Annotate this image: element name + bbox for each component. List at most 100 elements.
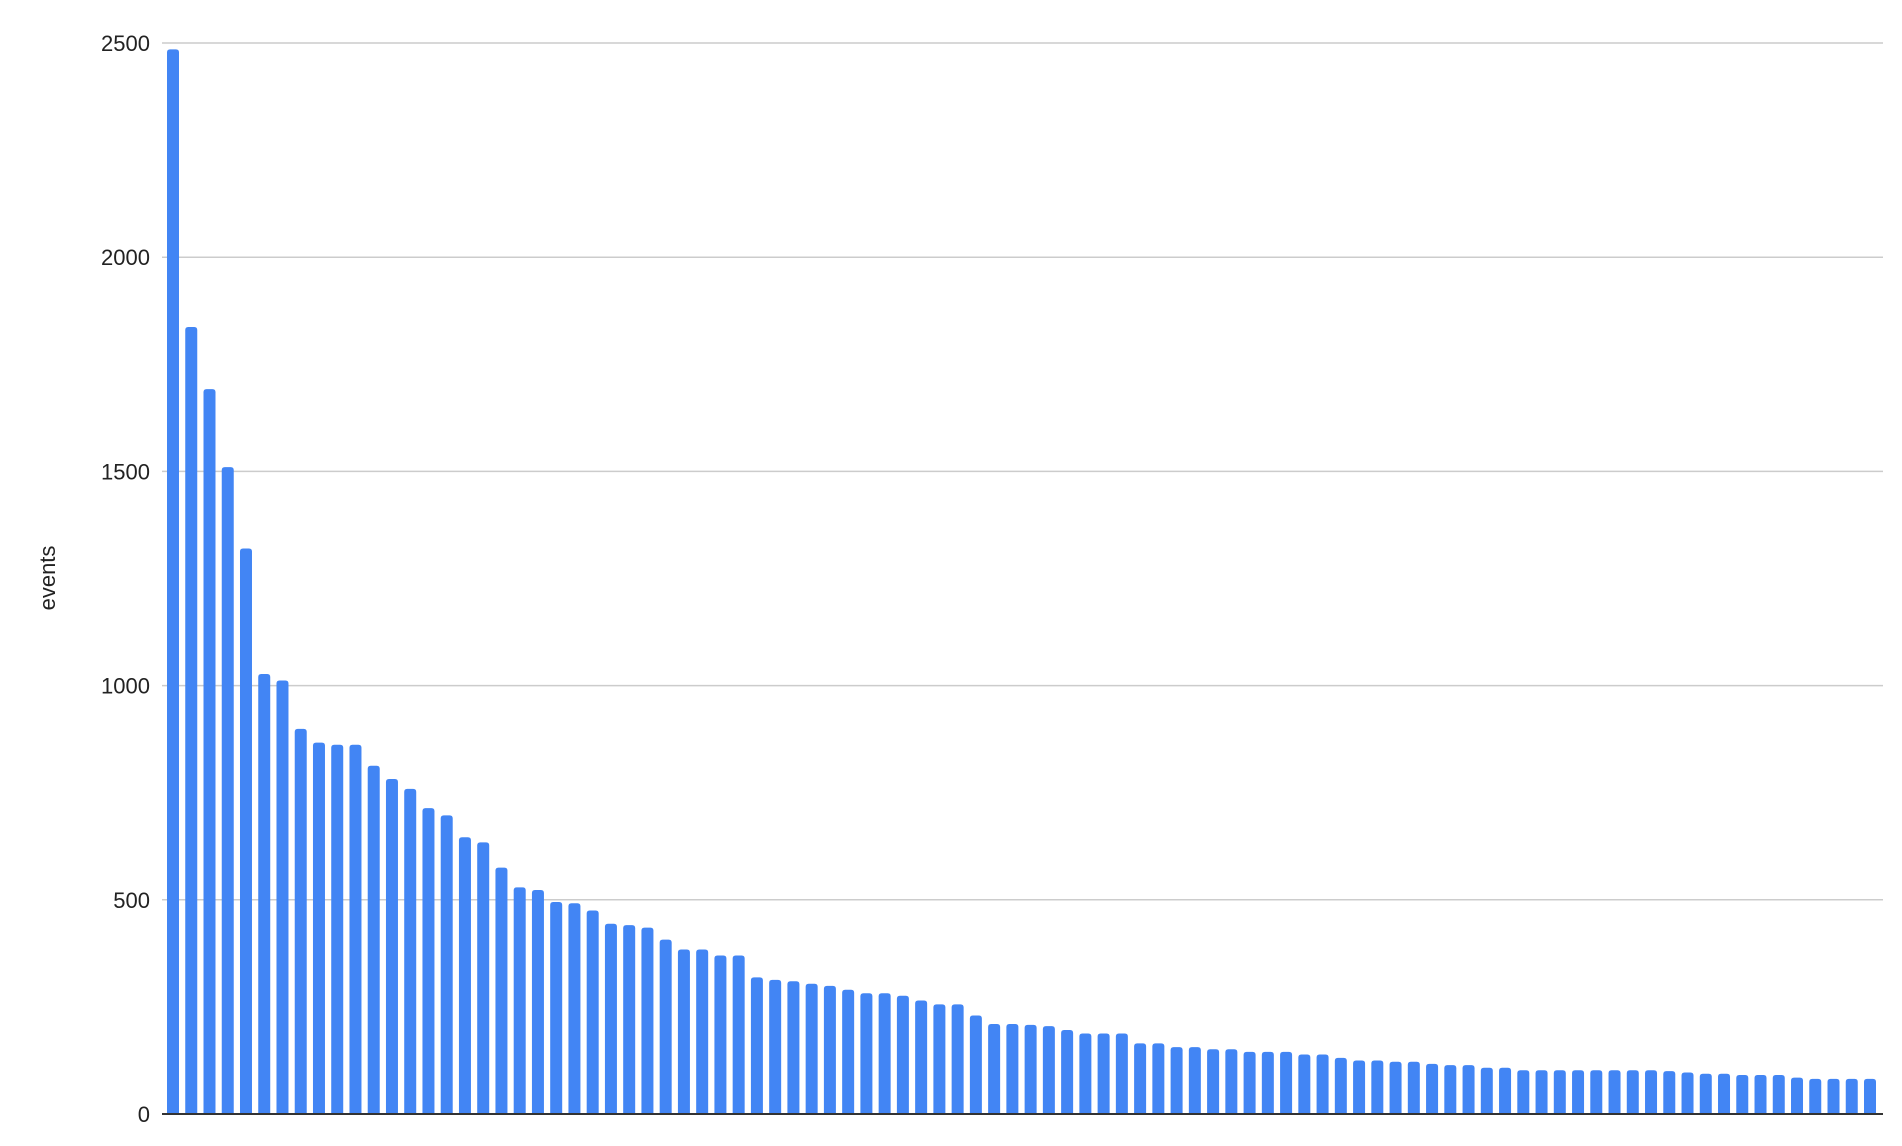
bar xyxy=(1718,1073,1731,1114)
bar xyxy=(604,923,617,1114)
bar xyxy=(1645,1070,1658,1114)
bar xyxy=(787,981,800,1114)
bar xyxy=(367,765,380,1114)
bar xyxy=(404,788,417,1114)
bar xyxy=(1170,1047,1183,1114)
bar xyxy=(1243,1051,1256,1114)
bar xyxy=(1626,1070,1639,1114)
bar xyxy=(623,925,636,1114)
bar xyxy=(1499,1067,1512,1114)
bar xyxy=(659,939,672,1114)
bar xyxy=(1754,1075,1767,1114)
bar xyxy=(1061,1030,1074,1114)
bar xyxy=(1517,1070,1530,1114)
bar xyxy=(1225,1049,1238,1114)
bar xyxy=(422,808,435,1114)
bar xyxy=(1864,1078,1876,1114)
bar xyxy=(696,949,709,1114)
bar xyxy=(1572,1070,1585,1114)
bar xyxy=(1042,1026,1055,1114)
bar xyxy=(969,1015,982,1114)
bar xyxy=(1462,1065,1475,1114)
y-axis-label: events xyxy=(35,546,60,611)
bar xyxy=(915,1000,928,1114)
bar xyxy=(276,680,289,1114)
bar xyxy=(823,985,836,1114)
bar xyxy=(568,903,581,1114)
bar xyxy=(349,744,362,1114)
bar xyxy=(1115,1033,1128,1114)
bar xyxy=(1535,1070,1548,1114)
bar xyxy=(312,742,325,1114)
bar xyxy=(1280,1051,1293,1114)
bar xyxy=(1480,1067,1493,1114)
bar xyxy=(677,949,690,1114)
bar xyxy=(1152,1043,1165,1114)
bar xyxy=(1371,1060,1384,1114)
bar xyxy=(714,955,727,1114)
bar xyxy=(1827,1078,1840,1114)
bar xyxy=(933,1004,946,1114)
y-tick-label: 2500 xyxy=(101,31,150,56)
bar xyxy=(1699,1073,1712,1114)
bar xyxy=(1845,1078,1858,1114)
y-tick-label: 0 xyxy=(138,1102,150,1127)
bar xyxy=(1608,1070,1621,1114)
bar xyxy=(951,1004,964,1114)
bar xyxy=(331,744,344,1114)
bar xyxy=(458,837,471,1114)
bar xyxy=(1097,1033,1110,1114)
bar xyxy=(495,867,508,1114)
bar xyxy=(988,1024,1001,1114)
y-tick-label: 2000 xyxy=(101,245,150,270)
bar xyxy=(1736,1075,1749,1114)
bar xyxy=(769,979,782,1114)
bar xyxy=(1006,1024,1019,1114)
bar xyxy=(440,815,453,1114)
bar xyxy=(1590,1070,1603,1114)
bar xyxy=(641,927,654,1114)
y-tick-label: 500 xyxy=(113,888,150,913)
bar xyxy=(294,728,307,1114)
bar xyxy=(1407,1061,1420,1114)
bar xyxy=(1389,1061,1402,1114)
bar xyxy=(1772,1075,1785,1114)
bar xyxy=(531,889,544,1114)
bar xyxy=(1553,1070,1566,1114)
bar xyxy=(1188,1047,1201,1114)
bar xyxy=(167,49,179,1114)
y-axis-ticks: 0 500 1000 1500 2000 2500 xyxy=(101,31,150,1127)
y-tick-label: 1500 xyxy=(101,459,150,484)
bar xyxy=(1663,1071,1676,1114)
bar xyxy=(185,327,198,1115)
bar xyxy=(805,983,818,1114)
bar xyxy=(1316,1054,1329,1114)
bar xyxy=(1809,1078,1822,1114)
bar xyxy=(878,993,891,1114)
bar xyxy=(239,548,252,1114)
bar xyxy=(1334,1057,1347,1114)
bar xyxy=(477,842,490,1114)
bar xyxy=(1207,1049,1220,1114)
bar xyxy=(1261,1051,1274,1114)
bar xyxy=(385,778,398,1114)
bar xyxy=(586,910,599,1114)
bar xyxy=(1134,1043,1147,1114)
bar xyxy=(842,989,855,1114)
bar xyxy=(550,901,563,1114)
bar xyxy=(896,995,909,1114)
bar xyxy=(1444,1065,1457,1114)
bar xyxy=(732,955,745,1114)
bar xyxy=(750,977,763,1114)
bar xyxy=(1426,1063,1439,1114)
bar xyxy=(1298,1054,1311,1114)
bar xyxy=(1079,1033,1092,1114)
bar xyxy=(1791,1077,1804,1114)
bar xyxy=(203,389,216,1114)
bar xyxy=(860,993,873,1114)
gridlines xyxy=(162,42,1883,901)
bar xyxy=(513,887,526,1114)
bar xyxy=(1681,1072,1694,1114)
bars xyxy=(167,49,1876,1115)
